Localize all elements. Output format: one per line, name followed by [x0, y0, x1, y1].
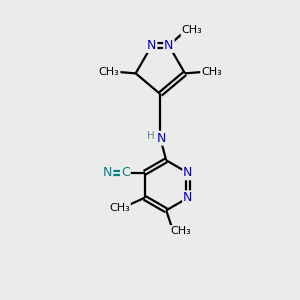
Text: CH₃: CH₃: [201, 67, 222, 77]
Text: CH₃: CH₃: [182, 25, 202, 35]
Text: C: C: [121, 166, 130, 179]
Text: N: N: [164, 39, 174, 52]
Text: CH₃: CH₃: [170, 226, 191, 236]
Text: CH₃: CH₃: [99, 67, 119, 77]
Text: N: N: [183, 166, 193, 179]
Text: N: N: [183, 191, 193, 204]
Text: N: N: [147, 39, 156, 52]
Text: H: H: [147, 131, 155, 141]
Text: N: N: [103, 166, 112, 179]
Text: N: N: [157, 132, 167, 145]
Text: CH₃: CH₃: [109, 202, 130, 213]
